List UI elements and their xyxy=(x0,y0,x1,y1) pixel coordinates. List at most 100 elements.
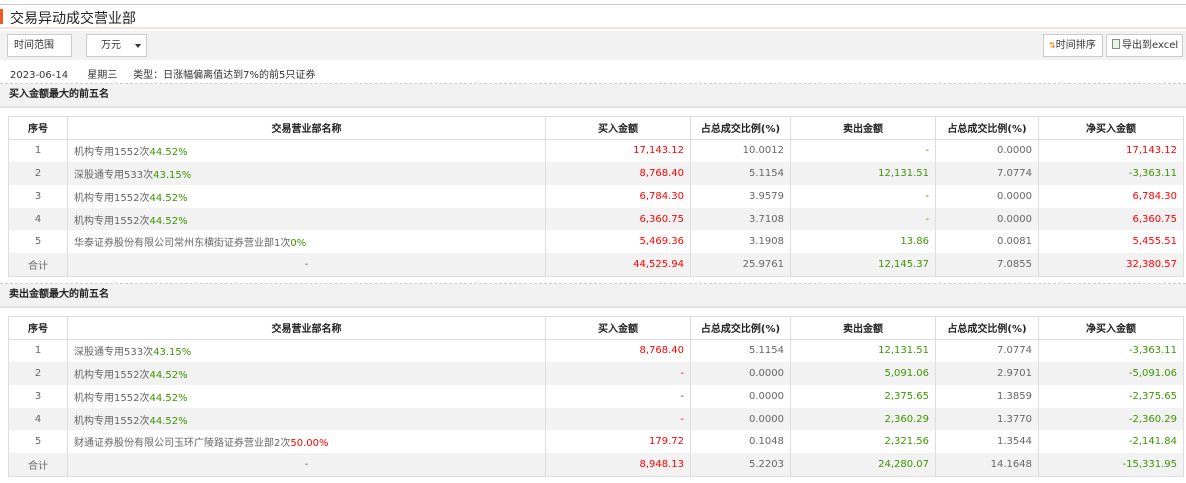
net-buy-amount: -5,091.06 xyxy=(1038,362,1184,385)
buy-ratio: 0.1048 xyxy=(690,430,791,454)
branch-name-cell: 机构专用1552次44.52% xyxy=(67,362,546,385)
total-name: - xyxy=(67,453,546,477)
branch-stats-badge[interactable]: 1552次44.52% xyxy=(114,416,188,427)
branch-name-cell: 机构专用1552次44.52% xyxy=(67,407,546,431)
column-header-sell-ratio: 占总成交比例(%) xyxy=(935,116,1039,140)
branch-name: 深股通专用 xyxy=(74,347,124,359)
win-rate: 0% xyxy=(290,238,307,250)
sell-ratio: 1.3770 xyxy=(935,407,1039,431)
branch-name: 机构专用 xyxy=(74,192,114,204)
export-excel-label: 导出到excel xyxy=(1122,40,1179,51)
column-header-buy-ratio: 占总成交比例(%) xyxy=(690,116,791,140)
sell-ratio: 1.3544 xyxy=(935,430,1039,454)
column-header-net-buy: 净买入金额 xyxy=(1038,116,1184,140)
table-row[interactable]: 2 深股通专用533次43.15% 8,768.40 5.1154 12,131.51 7… xyxy=(8,162,1184,185)
net-buy-amount: 6,784.30 xyxy=(1038,184,1184,208)
column-header-sell-amount: 卖出金额 xyxy=(790,316,936,340)
win-rate: 44.52% xyxy=(149,192,188,204)
row-index: 5 xyxy=(8,430,68,454)
branch-name-cell: 机构专用1552次44.52% xyxy=(67,384,546,408)
appearance-count: 1552次 xyxy=(114,215,150,227)
export-excel-button[interactable]: 导出到excel xyxy=(1106,34,1183,57)
row-index: 2 xyxy=(8,362,68,385)
sell-amount: 13.86 xyxy=(790,230,936,254)
unit-select[interactable]: 万元 xyxy=(86,34,147,57)
net-buy-amount: 17,143.12 xyxy=(1038,139,1184,163)
buy-ratio: 5.1154 xyxy=(690,339,791,363)
column-header-buy-ratio: 占总成交比例(%) xyxy=(690,316,791,340)
time-range-button[interactable]: 时间范围 xyxy=(7,34,72,57)
toolbar: 时间范围 万元 ⇅时间排序 导出到excel xyxy=(0,31,1186,60)
total-label: 合计 xyxy=(8,253,68,277)
buy-top5-table: 序号 交易营业部名称 买入金额 占总成交比例(%) 卖出金额 占总成交比例(%) 净买入金额… xyxy=(8,116,1184,277)
divider xyxy=(0,283,1186,284)
branch-stats-badge[interactable]: 1552次44.52% xyxy=(114,193,188,204)
branch-stats-badge[interactable]: 1次0% xyxy=(274,238,306,249)
sell-ratio: 7.0774 xyxy=(935,162,1039,185)
branch-stats-badge[interactable]: 1552次44.52% xyxy=(114,393,188,404)
total-net-buy: 32,380.57 xyxy=(1038,253,1184,277)
table-row[interactable]: 2 机构专用1552次44.52% -0.0000 5,091.06 2.9701 -5,… xyxy=(8,362,1184,385)
buy-amount: 5,469.36 xyxy=(545,230,691,254)
row-index: 3 xyxy=(8,184,68,208)
branch-stats-badge[interactable]: 533次43.15% xyxy=(124,170,191,181)
appearance-count: 1552次 xyxy=(114,415,150,427)
time-sort-label: 时间排序 xyxy=(1055,40,1096,51)
branch-stats-badge[interactable]: 533次43.15% xyxy=(124,347,191,358)
table-row[interactable]: 5 华泰证券股份有限公司常州东横街证券营业部1次0% 5,469.36 3.1908 1… xyxy=(8,230,1184,254)
appearance-count: 1552次 xyxy=(114,147,150,159)
table-row[interactable]: 4 机构专用1552次44.52% -0.0000 2,360.29 1.3770 -2,… xyxy=(8,407,1184,431)
branch-name-cell: 深股通专用533次43.15% xyxy=(67,162,546,185)
branch-name-cell: 深股通专用533次43.15% xyxy=(67,339,546,363)
time-sort-button[interactable]: ⇅时间排序 xyxy=(1043,34,1103,57)
table-row[interactable]: 4 机构专用1552次44.52% 6,360.75 3.7108-0.0000 6,3… xyxy=(8,207,1184,231)
appearance-count: 533次 xyxy=(124,347,154,359)
total-name: - xyxy=(67,253,546,277)
total-row: 合计 -44,525.94 25.9761 12,145.37 7.0855 32,380… xyxy=(8,253,1184,277)
sell-amount: 2,375.65 xyxy=(790,384,936,408)
branch-name-cell: 华泰证券股份有限公司常州东横街证券营业部1次0% xyxy=(67,230,546,254)
appearance-count: 1次 xyxy=(274,238,291,250)
buy-amount: 8,768.40 xyxy=(545,162,691,185)
buy-amount: 179.72 xyxy=(545,430,691,454)
branch-name-cell: 机构专用1552次44.52% xyxy=(67,184,546,208)
table-row[interactable]: 3 机构专用1552次44.52% 6,784.30 3.9579-0.0000 6,7… xyxy=(8,184,1184,208)
buy-ratio: 3.1908 xyxy=(690,230,791,254)
buy-amount: 6,784.30 xyxy=(545,184,691,208)
column-header-index: 序号 xyxy=(8,116,68,140)
table-row[interactable]: 1 机构专用1552次44.52% 17,143.12 10.0012-0.0000 1… xyxy=(8,139,1184,163)
win-rate: 43.15% xyxy=(153,347,192,359)
branch-name-cell: 机构专用1552次44.52% xyxy=(67,139,546,163)
branch-stats-badge[interactable]: 1552次44.52% xyxy=(114,216,188,227)
total-sell-amount: 24,280.07 xyxy=(790,453,936,477)
divider xyxy=(0,83,1186,84)
table-row[interactable]: 5 财通证券股份有限公司玉环广陵路证券营业部2次50.00% 179.72 0.104… xyxy=(8,430,1184,454)
info-line: 2023-06-14 星期三 类型：日涨幅偏离值达到7%的前5只证券 xyxy=(10,66,315,81)
title-bar: 交易异动成交营业部 xyxy=(0,5,1186,29)
win-rate: 44.52% xyxy=(149,369,188,381)
sell-amount: 5,091.06 xyxy=(790,362,936,385)
table-row[interactable]: 3 机构专用1552次44.52% -0.0000 2,375.65 1.3859 -2,… xyxy=(8,384,1184,408)
branch-stats-badge[interactable]: 2次50.00% xyxy=(274,438,329,449)
branch-stats-badge[interactable]: 1552次44.52% xyxy=(114,147,188,158)
column-header-buy-amount: 买入金额 xyxy=(545,316,691,340)
sell-top5-table: 序号 交易营业部名称 买入金额 占总成交比例(%) 卖出金额 占总成交比例(%) 净买入金额… xyxy=(8,316,1184,477)
unit-select-value: 万元 xyxy=(101,40,121,51)
sell-amount: 12,131.51 xyxy=(790,339,936,363)
branch-name: 机构专用 xyxy=(74,147,114,159)
table-row[interactable]: 1 深股通专用533次43.15% 8,768.40 5.1154 12,131.51 7… xyxy=(8,339,1184,363)
buy-ratio: 0.0000 xyxy=(690,362,791,385)
excel-icon xyxy=(1112,39,1120,49)
appearance-count: 1552次 xyxy=(114,369,150,381)
branch-name: 机构专用 xyxy=(74,369,114,381)
weekday: 星期三 xyxy=(87,70,118,81)
buy-amount: 8,768.40 xyxy=(545,339,691,363)
branch-stats-badge[interactable]: 1552次44.52% xyxy=(114,370,188,381)
total-buy-ratio: 25.9761 xyxy=(690,253,791,277)
sell-amount: - xyxy=(790,139,936,163)
buy-ratio: 0.0000 xyxy=(690,407,791,431)
total-sell-amount: 12,145.37 xyxy=(790,253,936,277)
total-buy-amount: 44,525.94 xyxy=(545,253,691,277)
column-header-net-buy: 净买入金额 xyxy=(1038,316,1184,340)
chevron-down-icon xyxy=(135,44,141,48)
